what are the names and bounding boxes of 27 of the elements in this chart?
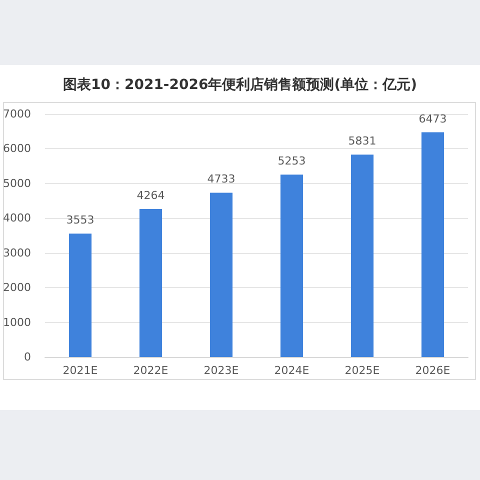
x-tick-label: 2026E (415, 364, 450, 377)
y-tick-label: 7000 (2, 108, 31, 120)
data-label: 5831 (348, 134, 376, 148)
y-tick-label: 3000 (2, 246, 31, 260)
bar (280, 174, 304, 357)
data-label: 4264 (136, 188, 165, 202)
bar (350, 154, 374, 357)
x-tick-label: 2024E (274, 364, 310, 377)
y-tick-label: 0 (24, 350, 31, 364)
bar (421, 132, 444, 357)
x-tick-label: 2021E (62, 364, 98, 377)
chart-title: 图表10：2021-2026年便利店销售额预测(单位：亿元) (62, 76, 418, 93)
y-tick-label: 5000 (2, 176, 31, 190)
y-tick-label: 4000 (2, 212, 31, 225)
data-label: 5253 (278, 154, 306, 168)
bar (68, 234, 92, 357)
bar (139, 208, 162, 357)
x-tick-label: 2025E (344, 364, 380, 377)
y-tick-label: 6000 (2, 142, 31, 156)
x-tick-label: 2022E (133, 364, 168, 377)
data-label: 3553 (66, 214, 94, 227)
bar (210, 192, 233, 357)
data-label: 4733 (207, 172, 236, 186)
data-label: 6473 (418, 112, 447, 126)
x-tick-label: 2023E (204, 364, 239, 377)
y-tick-label: 1000 (2, 316, 31, 329)
y-tick-label: 2000 (2, 281, 31, 294)
